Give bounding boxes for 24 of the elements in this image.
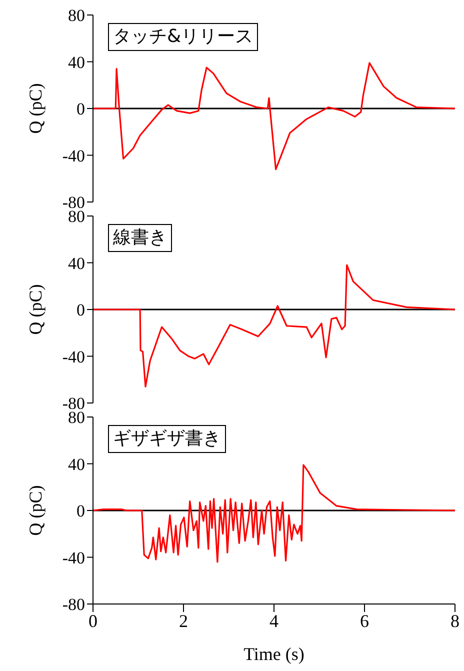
y-tick-label: -40 [62,548,85,568]
y-axis-title: Q (pC) [25,485,46,536]
y-tick-label: 40 [68,254,85,273]
annotation: ギザギザ書き [108,425,226,453]
x-axis-title: Time (s) [244,644,304,664]
y-tick-label: -40 [62,146,85,166]
y-tick-label: -40 [62,347,85,366]
x-tick-label: 4 [270,610,278,631]
y-tick-label: 0 [76,502,85,521]
y-tick-label: 0 [76,100,85,119]
x-tick-label: 2 [179,610,188,631]
annotation: 線書き [108,224,172,252]
y-tick-label: 80 [68,207,85,226]
x-tick-label: 8 [450,610,460,631]
y-tick-label: 40 [68,52,85,72]
y-axis-title: Q (pC) [25,83,46,134]
y-tick-label: -80 [62,595,85,614]
x-tick-label: 6 [360,610,369,631]
annotation: タッチ&リリース [108,23,258,51]
y-tick-label: 0 [76,300,85,320]
y-tick-label: 80 [68,6,85,26]
y-tick-label: 40 [68,454,85,474]
y-axis-title: Q (pC) [25,284,46,335]
y-tick-label: 80 [68,408,85,428]
